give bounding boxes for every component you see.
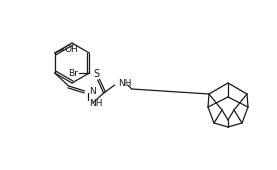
Text: NH: NH: [118, 80, 131, 89]
Text: S: S: [94, 69, 100, 79]
Text: Br: Br: [68, 69, 78, 78]
Text: N: N: [89, 87, 96, 96]
Text: OH: OH: [65, 45, 78, 54]
Text: NH: NH: [89, 99, 102, 108]
